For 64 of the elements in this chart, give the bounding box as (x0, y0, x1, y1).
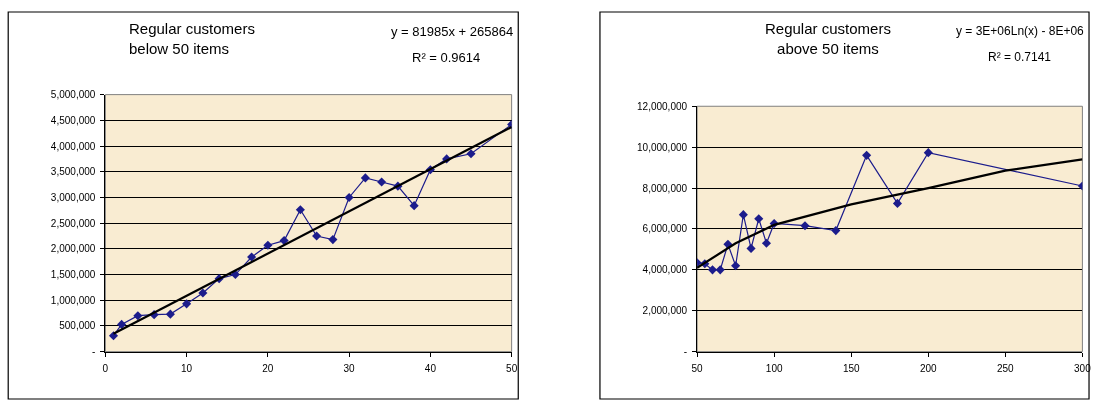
point (862, 150, 872, 160)
point (731, 261, 741, 271)
point (133, 311, 143, 321)
chart-title: Regular customers below 50 items (129, 20, 255, 57)
y-tick-label: - (683, 346, 688, 358)
x-tick-label: 0 (102, 362, 109, 374)
y-tick-label: 3,000,000 (50, 191, 96, 203)
x-tick-label: 100 (765, 362, 783, 374)
y-tick-label: 4,500,000 (50, 114, 96, 126)
point (360, 173, 370, 183)
point (892, 198, 902, 208)
y-tick-label: 12,000,000 (637, 100, 688, 112)
x-tick-label: 50 (691, 362, 704, 374)
point (312, 231, 322, 241)
y-tick-label: - (92, 346, 96, 358)
point (746, 243, 756, 253)
point (198, 288, 208, 298)
x-tick-label: 30 (343, 362, 356, 374)
point (230, 270, 240, 280)
point (295, 205, 305, 215)
x-tick-label: 10 (181, 362, 193, 374)
point (466, 149, 476, 159)
y-tick-label: 2,000,000 (50, 243, 96, 255)
text: y = 3E+06Ln(x) - 8E+06 (956, 24, 1085, 38)
x-tick-label: 40 (424, 362, 437, 374)
x-tick-label: 150 (842, 362, 860, 374)
point (409, 201, 419, 211)
text: y = 81985x + 265864 (391, 24, 514, 39)
y-tick-label: 1,500,000 (50, 269, 96, 281)
y-tick-label: 4,000,000 (642, 264, 688, 276)
y-tick-label: 1,000,000 (50, 294, 96, 306)
point (754, 214, 764, 224)
y-tick-label: 4,000,000 (50, 140, 96, 152)
point (707, 265, 718, 275)
point (165, 309, 175, 319)
y-tick-label: 2,500,000 (50, 217, 96, 229)
x-tick-label: 250 (997, 362, 1015, 374)
x-tick-label: 200 (919, 362, 938, 374)
point (263, 240, 273, 250)
point (761, 238, 771, 248)
point (117, 319, 127, 329)
point (715, 265, 725, 275)
y-tick-label: 6,000,000 (642, 223, 688, 235)
chart-title: Regular customers above 50 items (765, 20, 891, 57)
y-tick-label: 500,000 (59, 320, 96, 332)
point (247, 252, 257, 262)
point (800, 221, 810, 231)
point (738, 210, 748, 220)
x-tick-label: 20 (262, 362, 274, 374)
point (344, 192, 354, 202)
y-tick-label: 10,000,000 (637, 141, 688, 153)
x-tick-label: 50 (506, 362, 518, 374)
point (182, 299, 192, 309)
point (377, 177, 387, 187)
point (831, 226, 841, 236)
y-tick-label: 8,000,000 (642, 182, 688, 194)
point (279, 236, 289, 246)
point (328, 235, 338, 245)
point (923, 148, 933, 158)
text: R² = 0.9614 (412, 50, 481, 65)
y-tick-label: 3,500,000 (50, 166, 96, 178)
y-tick-label: 2,000,000 (642, 305, 688, 317)
text: R² = 0.7141 (988, 50, 1052, 64)
y-tick-label: 5,000,000 (50, 89, 96, 101)
